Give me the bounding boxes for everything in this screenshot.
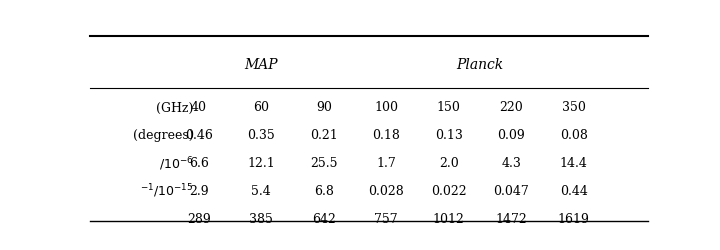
Text: 0.028: 0.028	[369, 185, 404, 198]
Text: (GHz): (GHz)	[156, 102, 193, 114]
Text: 1619: 1619	[558, 213, 590, 226]
Text: 757: 757	[374, 213, 398, 226]
Text: 40: 40	[191, 102, 207, 114]
Text: 2.9: 2.9	[189, 185, 209, 198]
Text: 0.08: 0.08	[560, 130, 588, 142]
Text: 2.0: 2.0	[439, 157, 459, 170]
Text: 0.44: 0.44	[560, 185, 588, 198]
Text: 0.21: 0.21	[310, 130, 338, 142]
Text: 5.4: 5.4	[251, 185, 271, 198]
Text: 385: 385	[249, 213, 274, 226]
Text: $^{-1}/10^{-15}$: $^{-1}/10^{-15}$	[140, 183, 193, 200]
Text: 90: 90	[316, 102, 332, 114]
Text: 0.022: 0.022	[431, 185, 467, 198]
Text: 25.5: 25.5	[310, 157, 338, 170]
Text: 150: 150	[437, 102, 461, 114]
Text: 0.35: 0.35	[248, 130, 275, 142]
Text: 642: 642	[312, 213, 336, 226]
Text: 0.09: 0.09	[498, 130, 525, 142]
Text: 1012: 1012	[433, 213, 464, 226]
Text: 6.6: 6.6	[189, 157, 209, 170]
Text: 0.13: 0.13	[435, 130, 463, 142]
Text: 220: 220	[500, 102, 523, 114]
Text: 350: 350	[562, 102, 586, 114]
Text: 0.46: 0.46	[185, 130, 212, 142]
Text: $/10^{-6}$: $/10^{-6}$	[158, 155, 193, 172]
Text: 0.047: 0.047	[493, 185, 529, 198]
Text: 289: 289	[187, 213, 211, 226]
Text: 4.3: 4.3	[501, 157, 521, 170]
Text: 1.7: 1.7	[377, 157, 396, 170]
Text: 100: 100	[374, 102, 398, 114]
Text: 0.18: 0.18	[372, 130, 400, 142]
Text: 14.4: 14.4	[560, 157, 588, 170]
Text: (degrees): (degrees)	[132, 130, 193, 142]
Text: Planck: Planck	[456, 58, 503, 72]
Text: 6.8: 6.8	[314, 185, 334, 198]
Text: MAP: MAP	[245, 58, 278, 72]
Text: 12.1: 12.1	[248, 157, 275, 170]
Text: 60: 60	[253, 102, 269, 114]
Text: 1472: 1472	[495, 213, 527, 226]
